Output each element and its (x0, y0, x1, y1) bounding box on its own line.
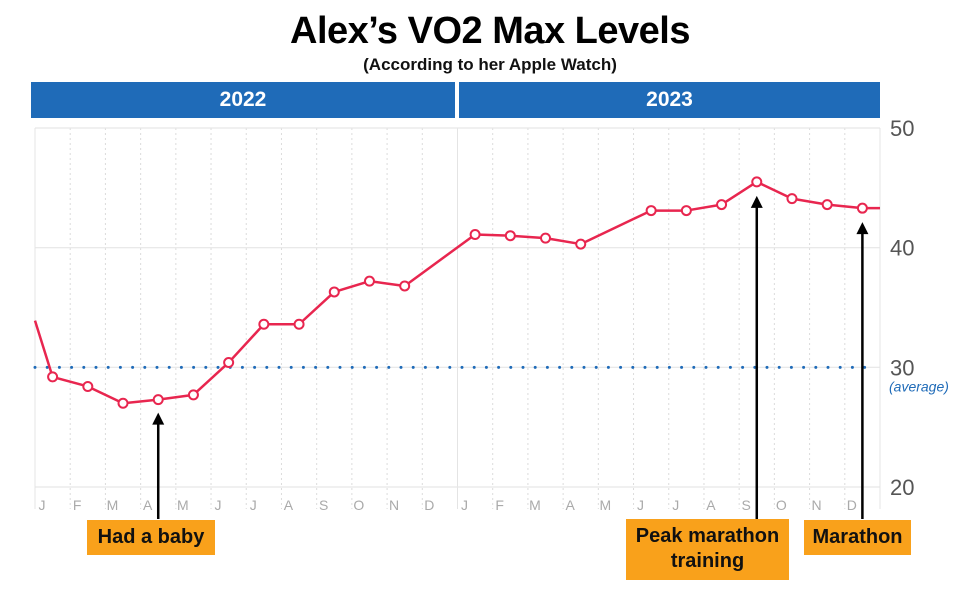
data-point (645, 205, 657, 217)
chart-title: Alex’s VO2 Max Levels (290, 10, 691, 52)
x-tick-label: F (495, 497, 504, 513)
data-point (258, 318, 270, 330)
year-header-2023: 2023 (459, 82, 880, 118)
data-point (575, 238, 587, 250)
data-point (47, 371, 59, 383)
annotation-arrow-head (856, 222, 869, 235)
chart-subtitle: (According to her Apple Watch) (363, 55, 617, 74)
x-tick-label: J (39, 497, 46, 513)
x-tick-label: A (143, 497, 153, 513)
x-tick-label: A (565, 497, 575, 513)
x-tick-label: D (847, 497, 857, 513)
x-tick-label: N (389, 497, 399, 513)
average-label: (average) (889, 378, 949, 394)
data-point (399, 280, 411, 292)
x-tick-label: J (215, 497, 222, 513)
x-tick-label: N (812, 497, 822, 513)
y-tick-label: 30 (890, 355, 914, 380)
data-point (680, 205, 692, 217)
data-point (821, 199, 833, 211)
x-tick-label: M (599, 497, 611, 513)
x-tick-label: A (284, 497, 294, 513)
annotation-arrow-head (750, 195, 763, 208)
y-tick-label: 40 (890, 236, 914, 261)
x-tick-label: A (706, 497, 716, 513)
x-tick-label: J (637, 497, 644, 513)
year-header-2022: 2022 (31, 82, 455, 118)
x-tick-label: M (177, 497, 189, 513)
x-tick-label: O (776, 497, 787, 513)
data-point (152, 394, 164, 406)
data-point (328, 286, 340, 298)
data-point (786, 193, 798, 205)
x-tick-label: J (461, 497, 468, 513)
data-point (117, 397, 129, 409)
x-tick-label: S (741, 497, 750, 513)
annotation-had-a-baby: Had a baby (87, 520, 215, 555)
annotation-peak-training: Peak marathon training (626, 519, 789, 580)
data-point (363, 275, 375, 287)
y-tick-label: 50 (890, 116, 914, 141)
data-point (716, 199, 728, 211)
x-tick-label: J (250, 497, 257, 513)
x-tick-label: D (424, 497, 434, 513)
data-point (187, 389, 199, 401)
data-point (751, 176, 763, 188)
data-point (223, 357, 235, 369)
data-point (540, 232, 552, 244)
series-line (33, 180, 880, 405)
x-tick-label: S (319, 497, 328, 513)
data-point (856, 202, 868, 214)
data-point (293, 318, 305, 330)
y-tick-label: 20 (890, 475, 914, 500)
x-tick-label: F (73, 497, 82, 513)
x-tick-label: M (529, 497, 541, 513)
data-point (82, 380, 94, 392)
annotation-marathon: Marathon (804, 520, 911, 555)
x-tick-label: J (672, 497, 679, 513)
x-tick-label: O (353, 497, 364, 513)
data-point (469, 229, 481, 241)
x-tick-label: M (107, 497, 119, 513)
data-point (504, 230, 516, 242)
annotation-arrow-head (152, 412, 165, 425)
